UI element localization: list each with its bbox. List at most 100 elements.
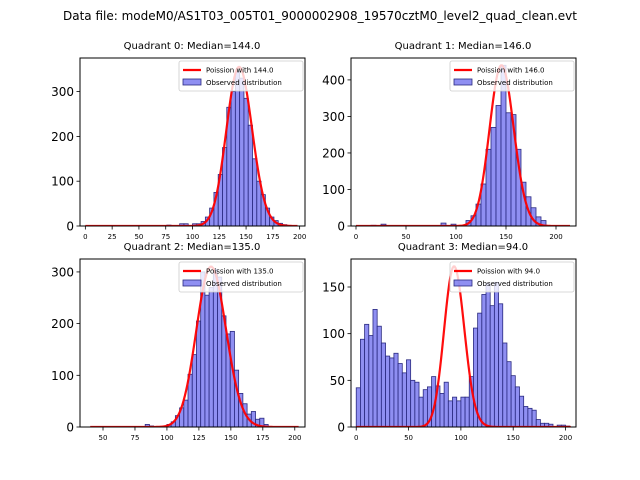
- histogram-bar: [385, 355, 391, 427]
- legend-box: [178, 261, 304, 293]
- histogram-bar: [523, 406, 529, 427]
- x-tick-label: 150: [507, 434, 520, 442]
- axes-frame: [350, 258, 577, 428]
- y-tick-label: 300: [322, 110, 345, 124]
- legend-label-poisson: Poission with 135.0: [206, 268, 274, 276]
- x-tick-label: 150: [239, 233, 252, 241]
- legend: Poission with 94.0 Observed distribution: [449, 261, 575, 293]
- histogram-bar: [485, 282, 491, 427]
- histogram-bar: [406, 359, 412, 427]
- histogram-bar: [221, 315, 227, 427]
- histogram-bar: [514, 386, 520, 427]
- histogram-bar: [439, 392, 445, 427]
- histogram-bar: [397, 363, 403, 427]
- y-tick-label: 400: [322, 73, 345, 87]
- x-tick-label: 50: [99, 434, 108, 442]
- legend-box: [449, 261, 575, 293]
- histogram-bar: [239, 77, 245, 226]
- x-tick-label: 200: [559, 434, 572, 442]
- legend-bar-swatch: [182, 279, 202, 287]
- histogram-bar: [259, 417, 265, 427]
- histogram-bar: [389, 357, 395, 427]
- x-tick-label: 200: [288, 434, 301, 442]
- x-tick-label: 50: [402, 233, 411, 241]
- histogram-bar: [440, 222, 447, 226]
- x-tick-label: 75: [131, 434, 140, 442]
- x-tick-label: 0: [354, 434, 358, 442]
- legend-label-poisson: Poission with 146.0: [477, 67, 545, 75]
- subplot-quadrant-2: Quadrant 2: Median=135.0 50 75 100 125 150 17…: [51, 242, 306, 442]
- histogram-bar: [477, 312, 483, 427]
- histogram-bar: [464, 396, 470, 427]
- y-tick-label: 50: [330, 374, 345, 388]
- histogram-bar: [208, 287, 214, 427]
- x-tick-label: 175: [256, 434, 269, 442]
- poisson-curve: [90, 265, 299, 427]
- legend: Poission with 146.0 Observed distribution: [449, 60, 575, 92]
- histogram-bar: [485, 148, 492, 226]
- x-tick-label: 75: [161, 233, 170, 241]
- subplot-title: Quadrant 3: Median=94.0: [398, 242, 528, 253]
- histogram-bar: [247, 124, 253, 226]
- histogram-bar: [230, 91, 236, 226]
- histogram-bar: [376, 325, 382, 427]
- histogram-bar: [414, 381, 420, 427]
- histogram-bar: [447, 400, 453, 427]
- subplot-quadrant-0: Quadrant 0: Median=144.0 0 25 50 75 100 125 15…: [51, 41, 306, 241]
- subplot-title: Quadrant 1: Median=146.0: [395, 41, 532, 52]
- x-tick-label: 100: [449, 233, 462, 241]
- legend-bar-swatch: [453, 78, 473, 86]
- histogram-bar: [493, 281, 499, 427]
- histogram-bar: [548, 423, 554, 427]
- poisson-curve: [356, 64, 570, 226]
- histogram-bar: [234, 71, 241, 226]
- histogram-bar: [456, 400, 462, 427]
- x-tick-label: 0: [83, 233, 87, 241]
- histogram-bar: [393, 352, 399, 427]
- histogram-bar: [489, 305, 495, 427]
- x-tick-label: 125: [192, 434, 205, 442]
- legend-label-poisson: Poission with 144.0: [206, 67, 274, 75]
- y-tick-label: 150: [322, 281, 345, 295]
- legend-label-observed: Observed distribution: [206, 280, 282, 288]
- histogram-bar: [498, 303, 504, 427]
- axes-frame: [79, 258, 306, 428]
- histogram-bar: [410, 379, 416, 427]
- axes-frame: [350, 57, 577, 227]
- legend-label-observed: Observed distribution: [206, 79, 282, 87]
- x-tick-label: 175: [266, 233, 279, 241]
- histogram-bar: [452, 396, 458, 427]
- histogram-bar: [505, 112, 512, 226]
- y-tick-label: 0: [66, 220, 74, 234]
- legend-box: [178, 60, 304, 92]
- plot-area: [356, 64, 570, 226]
- histogram-bar: [443, 381, 449, 427]
- x-tick-label: 150: [499, 233, 512, 241]
- y-tick-label: 100: [322, 183, 345, 197]
- poisson-curve: [356, 265, 571, 427]
- histogram-bar: [481, 294, 487, 427]
- legend-label-observed: Observed distribution: [477, 280, 553, 288]
- histogram-bar: [506, 361, 512, 427]
- histogram-bar: [196, 320, 202, 427]
- histogram-bar: [191, 354, 197, 427]
- histogram-bar: [418, 396, 424, 427]
- y-tick-label: 300: [51, 265, 74, 279]
- histogram-bar: [495, 105, 502, 226]
- y-tick-label: 0: [337, 220, 345, 234]
- x-tick-label: 25: [108, 233, 117, 241]
- x-tick-label: 0: [354, 233, 358, 241]
- subplot-quadrant-3: Quadrant 3: Median=94.0 0 50 100 150 200 0 50 1…: [322, 242, 577, 442]
- histogram-bar: [252, 158, 258, 226]
- histogram-bar: [502, 342, 508, 427]
- subplot-title: Quadrant 0: Median=144.0: [124, 41, 261, 52]
- y-tick-label: 100: [51, 175, 74, 189]
- x-tick-label: 150: [224, 434, 237, 442]
- legend-box: [449, 60, 575, 92]
- histogram-bar: [355, 387, 361, 427]
- histogram-bar: [535, 419, 541, 427]
- y-tick-label: 300: [51, 85, 74, 99]
- histogram-bar: [372, 308, 378, 427]
- histogram-bar: [183, 399, 189, 427]
- histogram-bar: [360, 338, 366, 427]
